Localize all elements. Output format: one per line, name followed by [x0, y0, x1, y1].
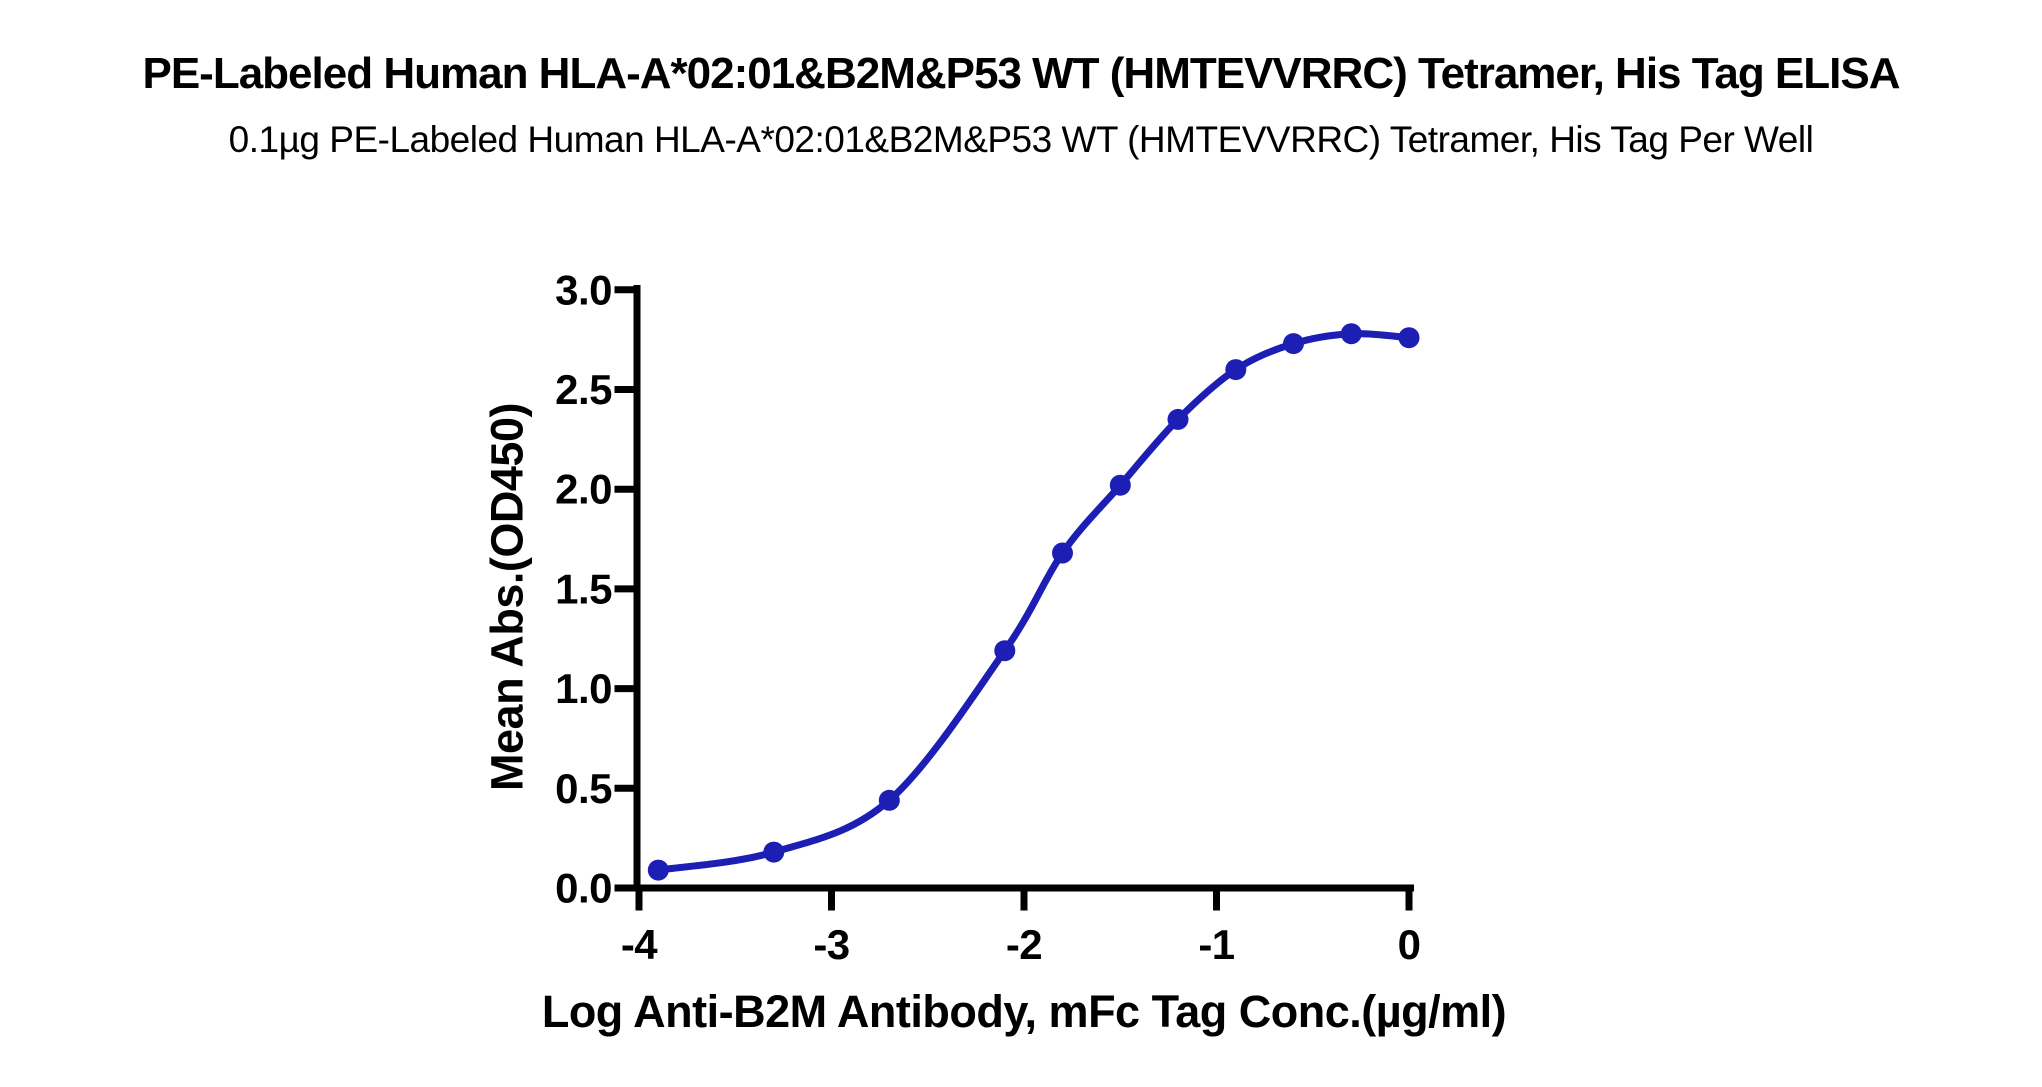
fit-curve [654, 330, 1413, 874]
y-tick-label: 1.5 [555, 565, 612, 612]
x-axis-title: Log Anti-B2M Antibody, mFc Tag Conc.(µg/… [542, 986, 1506, 1037]
data-point [763, 841, 785, 863]
chart-title: PE-Labeled Human HLA-A*02:01&B2M&P53 WT … [142, 49, 1900, 98]
x-tick-label: -2 [1006, 921, 1042, 968]
data-point [1167, 408, 1189, 430]
y-tick-label: 2.5 [555, 366, 612, 413]
x-tick-label: 0 [1398, 921, 1421, 968]
data-point [1398, 327, 1420, 349]
data-point [878, 789, 900, 811]
data-point [1225, 359, 1247, 381]
data-point [1052, 542, 1073, 564]
x-tick-label: -3 [813, 921, 849, 968]
data-point [647, 859, 669, 881]
y-tick-label: 0.0 [555, 865, 612, 912]
x-tick-label: -4 [621, 921, 658, 968]
data-point [1283, 333, 1304, 355]
chart-subtitle: 0.1µg PE-Labeled Human HLA-A*02:01&B2M&P… [228, 119, 1814, 160]
data-point [1340, 323, 1362, 345]
y-tick-label: 2.0 [555, 466, 612, 513]
y-axis-title: Mean Abs.(OD450) [482, 403, 533, 791]
y-tick-label: 1.0 [555, 665, 612, 712]
y-tick-label: 0.5 [555, 765, 612, 812]
x-tick-label: -1 [1198, 921, 1234, 968]
data-point [994, 640, 1016, 662]
y-tick-label: 3.0 [555, 266, 612, 313]
data-point [1109, 474, 1131, 496]
